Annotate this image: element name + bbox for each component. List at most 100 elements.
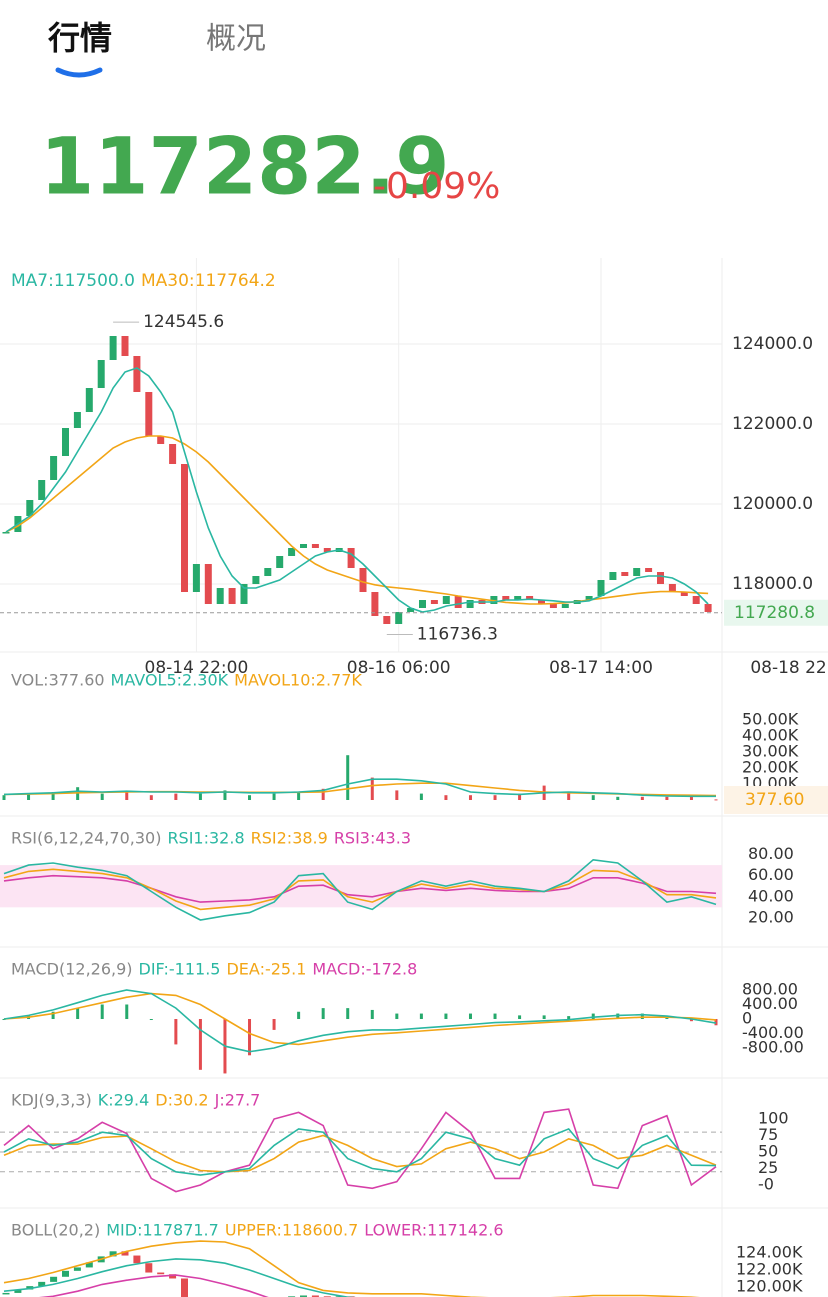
boll-candle (133, 1255, 141, 1264)
candle (395, 612, 403, 624)
candle (145, 392, 153, 436)
candle (62, 428, 69, 456)
volume-bar (370, 777, 374, 800)
volume-bar (2, 795, 6, 800)
volume-bar (223, 790, 227, 800)
legend-entry: KDJ(9,3,3) (11, 1091, 92, 1110)
boll-candle (121, 1251, 129, 1256)
boll-candle (73, 1267, 81, 1271)
candle (73, 412, 81, 428)
candle (2, 532, 10, 534)
last-price-box (724, 599, 828, 626)
tab[interactable]: 概况 (206, 22, 266, 57)
macd-bar (714, 1019, 718, 1026)
y-tick-label: 122.00K (736, 1259, 803, 1278)
indicator-line (3, 1258, 357, 1297)
macd-bar (2, 1019, 6, 1021)
candle (704, 604, 712, 612)
indicator-line (3, 868, 717, 911)
y-tick-label: 20.00K (742, 758, 799, 777)
volume-bar (100, 793, 104, 800)
y-tick-label: 400.00 (742, 994, 798, 1013)
indicator-line (5, 435, 709, 605)
boll-candle (14, 1289, 22, 1293)
candle (276, 556, 284, 568)
volume-bar (640, 796, 644, 800)
boll-candle (300, 1295, 307, 1297)
x-tick-label: 08-16 06:00 (347, 658, 451, 678)
y-tick-label: 122000.0 (732, 414, 813, 434)
candle (502, 596, 510, 600)
y-tick-label: 50 (758, 1141, 778, 1160)
volume-bar (493, 795, 497, 800)
volume-bar (272, 793, 276, 800)
indicator-line (3, 1108, 717, 1193)
macd-bar (518, 1015, 522, 1020)
candle (181, 464, 188, 592)
boll-candle (109, 1251, 117, 1257)
macd-bar (248, 1019, 252, 1056)
legend-entry: MA30:117764.2 (141, 271, 276, 291)
candle (609, 572, 617, 580)
candle (371, 592, 379, 616)
volume-bar (518, 793, 522, 800)
y-tick-label: 40.00 (748, 886, 794, 905)
y-tick-label: 120000.0 (732, 494, 813, 514)
candle (597, 580, 605, 596)
volume-bar (27, 793, 31, 800)
candle (668, 584, 676, 592)
boll-candle (38, 1281, 46, 1287)
legend-entry: MACD:-172.8 (312, 960, 417, 979)
y-tick-label: 124.00K (736, 1242, 803, 1261)
candle (288, 548, 296, 556)
legend-entry: LOWER:117142.6 (364, 1221, 503, 1240)
candle (38, 480, 46, 500)
legend-entry: RSI3:43.3 (334, 829, 411, 848)
legend-entry: VOL:377.60 (11, 671, 105, 690)
macd-bar (125, 1004, 129, 1020)
legend-entry: MA7:117500.0 (11, 271, 135, 291)
volume-bar (591, 795, 595, 800)
legend-entry: J:27.7 (214, 1091, 261, 1110)
y-tick-label: 800.00 (742, 979, 798, 998)
volume-bar (419, 793, 423, 800)
volume-bar (714, 799, 718, 801)
candle (240, 584, 248, 604)
legend-entry: MAVOL5:2.30K (111, 671, 229, 690)
candle (121, 336, 129, 356)
y-tick-label: 0 (742, 1009, 752, 1028)
candle (97, 360, 105, 388)
volume-bar (665, 796, 669, 800)
y-tick-label: 30.00K (742, 742, 799, 761)
boll-candle (311, 1295, 319, 1297)
legend-entry: MID:117871.7 (106, 1221, 219, 1240)
x-tick-label: 08-14 22:00 (145, 658, 249, 678)
macd-bar (297, 1011, 301, 1020)
x-tick-label: 08-18 22: (750, 658, 828, 678)
y-tick-label: 100 (758, 1108, 789, 1127)
tab-active[interactable]: 行情 (48, 19, 112, 57)
legend-entry: D:30.2 (155, 1091, 208, 1110)
indicator-line (3, 874, 717, 903)
volume-bar (689, 796, 693, 800)
y-tick-label: 80.00 (748, 844, 794, 863)
indicator-line (3, 778, 716, 798)
candle (85, 388, 93, 412)
indicator-line (3, 1134, 717, 1173)
macd-bar (370, 1009, 374, 1020)
y-tick-label: 60.00 (748, 865, 794, 884)
candle (442, 596, 450, 604)
candle (192, 564, 200, 592)
candle (383, 616, 391, 624)
boll-candle (145, 1263, 153, 1273)
macd-bar (493, 1013, 497, 1020)
last-volume-box (724, 786, 828, 814)
candle (430, 600, 438, 604)
macd-bar (198, 1019, 202, 1070)
legend-entry: MACD(12,26,9) (11, 960, 133, 979)
boll-candle (62, 1270, 69, 1277)
candle (264, 568, 272, 576)
y-tick-label: 20.00 (748, 907, 794, 926)
y-tick-label: 50.00K (742, 710, 799, 729)
